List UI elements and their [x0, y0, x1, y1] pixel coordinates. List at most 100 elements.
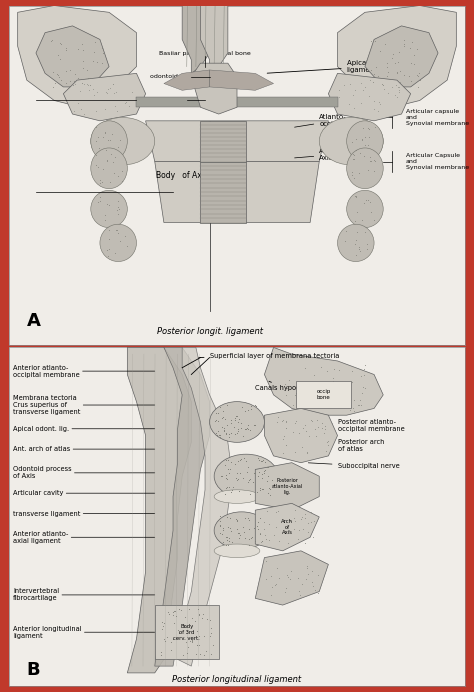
Point	[160, 621, 167, 632]
Point	[401, 35, 408, 46]
Point	[303, 447, 311, 458]
Point	[335, 91, 342, 102]
Point	[321, 421, 329, 432]
Point	[118, 165, 126, 176]
Point	[111, 152, 118, 163]
Point	[222, 540, 229, 551]
Point	[351, 215, 359, 226]
Point	[63, 78, 70, 89]
Point	[312, 431, 320, 442]
Point	[314, 569, 321, 580]
Point	[388, 53, 396, 64]
Point	[283, 440, 290, 451]
Point	[111, 100, 118, 111]
Point	[252, 535, 259, 546]
Point	[408, 37, 416, 48]
Point	[407, 57, 415, 69]
Point	[233, 475, 241, 486]
Point	[171, 606, 178, 617]
Text: Articular cavity: Articular cavity	[13, 490, 155, 496]
Point	[327, 401, 335, 412]
Point	[122, 97, 130, 108]
Point	[101, 127, 109, 138]
Point	[237, 455, 244, 466]
Text: Anterior atlanto-
occipital membrane: Anterior atlanto- occipital membrane	[13, 365, 155, 378]
Point	[235, 425, 242, 436]
Polygon shape	[201, 6, 228, 73]
Point	[83, 78, 91, 89]
Point	[348, 376, 356, 388]
Point	[241, 406, 249, 417]
Point	[361, 360, 369, 371]
Point	[395, 84, 403, 95]
Point	[313, 399, 320, 410]
Point	[96, 174, 103, 185]
Point	[93, 86, 101, 97]
Point	[298, 441, 305, 453]
Point	[182, 611, 189, 622]
Point	[193, 639, 201, 650]
Point	[303, 561, 311, 572]
Point	[268, 581, 275, 592]
Point	[206, 614, 213, 625]
Point	[391, 89, 398, 100]
Point	[359, 85, 366, 96]
Point	[274, 412, 282, 423]
Point	[74, 44, 82, 55]
Point	[383, 71, 391, 82]
Point	[255, 517, 262, 528]
Point	[357, 370, 365, 381]
Point	[121, 98, 128, 109]
Point	[346, 79, 354, 90]
Point	[180, 621, 188, 632]
Point	[286, 524, 293, 535]
Point	[100, 131, 107, 143]
Point	[301, 420, 309, 431]
Point	[62, 42, 70, 53]
Point	[172, 606, 179, 617]
Point	[292, 418, 299, 429]
Point	[70, 106, 77, 117]
Polygon shape	[337, 6, 456, 107]
Point	[350, 406, 358, 417]
Point	[379, 80, 387, 91]
Point	[234, 527, 242, 538]
Point	[227, 415, 235, 426]
Point	[106, 225, 113, 236]
Point	[56, 53, 64, 64]
Point	[251, 400, 259, 411]
Point	[301, 509, 309, 520]
Bar	[296, 381, 351, 408]
Point	[236, 532, 243, 543]
Point	[92, 149, 100, 161]
Ellipse shape	[346, 148, 383, 189]
Point	[308, 576, 316, 587]
Point	[291, 516, 298, 527]
Point	[92, 121, 100, 132]
Point	[383, 57, 391, 69]
Point	[232, 513, 239, 525]
Point	[292, 390, 299, 401]
Point	[109, 78, 117, 89]
Point	[358, 215, 365, 226]
Point	[243, 455, 250, 466]
Point	[299, 423, 307, 434]
Point	[246, 474, 254, 485]
Point	[108, 148, 115, 159]
Point	[102, 145, 109, 156]
Point	[92, 135, 100, 146]
Text: Body
of 3rd
cerv. vert.: Body of 3rd cerv. vert.	[173, 624, 200, 641]
Point	[226, 512, 233, 523]
Text: transverse ligament: transverse ligament	[13, 511, 155, 516]
Point	[99, 163, 107, 174]
Point	[260, 455, 267, 466]
Point	[115, 170, 122, 181]
Point	[380, 84, 388, 95]
Point	[224, 540, 232, 551]
Point	[231, 414, 239, 425]
Point	[249, 477, 257, 488]
Point	[188, 612, 195, 623]
Point	[358, 134, 365, 145]
Point	[177, 604, 184, 615]
Point	[230, 421, 237, 432]
